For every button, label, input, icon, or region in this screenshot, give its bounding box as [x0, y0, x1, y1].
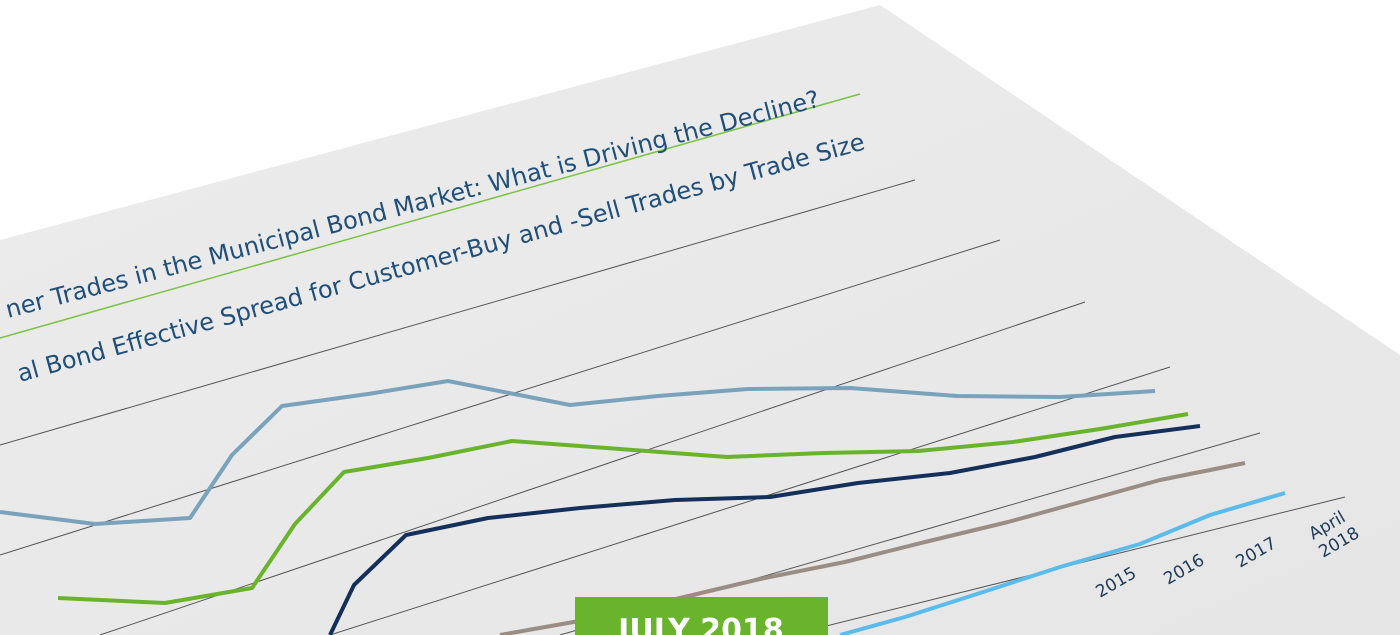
- paper: [0, 5, 1400, 635]
- badge: [575, 597, 828, 635]
- rule: [0, 93, 861, 339]
- badge-text: JULY 2018: [616, 613, 784, 635]
- grid: [0, 179, 1346, 635]
- chart-lines: [0, 379, 1286, 635]
